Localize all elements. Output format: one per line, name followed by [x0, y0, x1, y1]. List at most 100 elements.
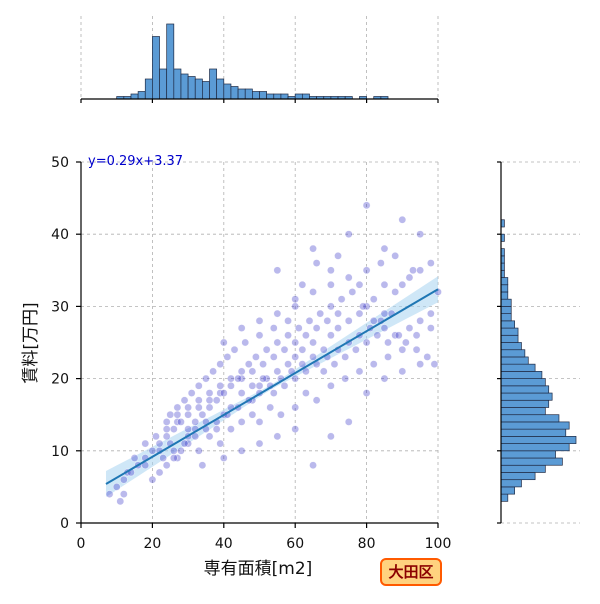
- scatter-point: [284, 331, 292, 340]
- x-axis-label: 専有面積[m2]: [204, 559, 313, 579]
- scatter-point: [227, 382, 235, 390]
- scatter-point: [427, 309, 435, 318]
- scatter-point: [305, 317, 314, 325]
- top-hist-bar: [209, 68, 218, 100]
- top-hist-bar: [137, 91, 146, 100]
- y-tick-label: 10: [51, 444, 69, 460]
- scatter-point: [362, 266, 371, 275]
- scatter-point: [277, 410, 285, 419]
- x-tick-label: 20: [143, 536, 161, 552]
- scatter-point: [352, 345, 360, 354]
- scatter-point: [212, 396, 221, 405]
- scatter-point: [291, 302, 300, 311]
- right-hist-bar: [500, 392, 553, 401]
- scatter-point: [309, 353, 317, 361]
- x-tick-label: 100: [425, 536, 452, 552]
- scatter-point: [273, 266, 282, 275]
- top-hist-bar: [144, 78, 153, 100]
- y-tick-label: 20: [51, 372, 69, 388]
- right-hist-bar: [500, 313, 512, 322]
- scatter-point: [327, 331, 335, 340]
- scatter-point: [348, 288, 357, 296]
- scatter-point: [298, 345, 307, 354]
- scatter-point: [341, 374, 349, 383]
- scatter-point: [391, 288, 399, 296]
- top-hist-bar: [223, 83, 232, 100]
- scatter-point: [334, 309, 342, 318]
- scatter-point: [237, 389, 246, 397]
- scatter-points: [105, 201, 442, 506]
- scatter-point: [391, 252, 399, 260]
- scatter-point: [337, 295, 346, 303]
- top-hist-grid: [80, 16, 439, 99]
- scatter-point: [427, 324, 435, 332]
- top-hist-bar: [194, 78, 203, 100]
- scatter-point: [284, 360, 292, 368]
- scatter-point: [355, 280, 364, 289]
- scatter-point: [219, 389, 228, 397]
- scatter-point: [170, 454, 178, 462]
- scatter-point: [312, 396, 321, 405]
- scatter-point: [294, 324, 303, 332]
- right-hist-bar: [500, 385, 550, 394]
- scatter-point: [402, 338, 410, 347]
- scatter-point: [248, 382, 257, 390]
- x-tick-label: 60: [286, 536, 304, 552]
- scatter-point: [369, 360, 378, 368]
- scatter-point: [155, 439, 164, 448]
- right-hist-bar: [500, 363, 536, 372]
- scatter-point: [198, 461, 207, 470]
- scatter-point: [255, 382, 264, 390]
- scatter-point: [195, 382, 203, 390]
- scatter-point: [166, 410, 175, 419]
- top-hist-bar: [244, 88, 253, 100]
- scatter-point: [112, 483, 121, 491]
- scatter-point: [291, 353, 300, 361]
- scatter-point: [319, 345, 328, 354]
- scatter-point: [237, 446, 246, 455]
- scatter-point: [152, 432, 160, 441]
- scatter-point: [302, 331, 310, 340]
- scatter-point: [205, 403, 214, 412]
- top-hist-bar: [130, 93, 139, 100]
- scatter-point: [373, 331, 382, 340]
- scatter-point: [312, 259, 321, 267]
- right-hist-bar: [500, 320, 515, 329]
- scatter-point: [309, 288, 317, 296]
- scatter-point: [205, 432, 214, 441]
- scatter-point: [291, 403, 300, 412]
- scatter-point: [341, 353, 349, 361]
- right-hist-bar: [500, 291, 509, 300]
- scatter-point: [327, 280, 335, 289]
- y-tick-label: 50: [51, 155, 69, 171]
- scatter-point: [327, 432, 335, 441]
- scatter-point: [241, 338, 250, 347]
- right-hist-bar: [500, 327, 519, 336]
- scatter-point: [384, 338, 392, 347]
- right-hist-bar: [500, 399, 550, 408]
- top-hist-bar: [237, 88, 246, 100]
- scatter-point: [162, 425, 171, 433]
- scatter-point: [255, 331, 264, 340]
- top-hist-bar: [266, 93, 275, 100]
- scatter-point: [316, 309, 324, 318]
- right-hist-bar: [500, 306, 512, 314]
- scatter-point: [273, 338, 282, 347]
- y-tick-label: 30: [51, 299, 69, 315]
- scatter-point: [252, 353, 260, 361]
- scatter-point: [205, 396, 214, 405]
- scatter-point: [227, 425, 235, 433]
- scatter-point: [162, 461, 171, 470]
- scatter-point: [120, 490, 128, 498]
- scatter-point: [269, 389, 278, 397]
- scatter-point: [162, 432, 171, 441]
- scatter-point: [398, 367, 407, 376]
- scatter-point: [298, 280, 307, 289]
- scatter-point: [116, 497, 125, 506]
- right-hist-bar: [500, 356, 529, 365]
- scatter-point: [362, 389, 371, 397]
- scatter-point: [177, 446, 185, 455]
- scatter-point: [369, 295, 378, 303]
- scatter-point: [416, 266, 424, 275]
- scatter-point: [398, 345, 407, 354]
